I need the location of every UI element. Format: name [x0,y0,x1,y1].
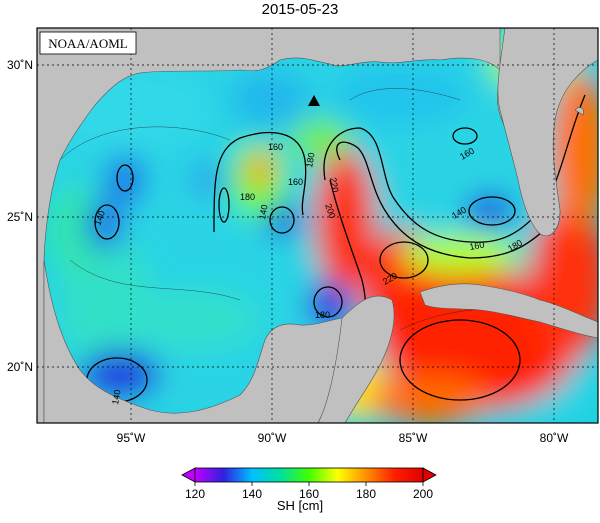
lon-label: 90˚W [258,431,287,445]
colorbar-tick-label: 180 [356,487,376,501]
axis-labels: 95˚W 90˚W 85˚W 80˚W 30˚N 25˚N 20˚N [7,58,569,445]
contour-label: 140 [110,389,122,406]
contour-label: 180 [315,310,330,320]
colorbar: 120 140 160 180 200 [181,467,437,501]
lat-label: 20˚N [7,360,33,374]
colorbar-gradient [194,467,424,483]
colorbar-tick-label: 120 [185,487,205,501]
contour-label: 160 [469,240,486,252]
contour-label: 140 [257,204,269,221]
lat-label: 30˚N [7,58,33,72]
lon-label: 95˚W [117,431,146,445]
lon-label: 85˚W [399,431,428,445]
contour-label: 160 [268,142,283,152]
triangle-marker-icon [308,95,320,106]
plot-frame [36,27,599,424]
florida-body [497,28,598,237]
cuba [419,283,598,339]
credit-box: NOAA/AOML [39,31,137,55]
contour-label: 180 [240,192,255,202]
lat-label: 25˚N [7,210,33,224]
sea-height-field [37,28,598,423]
gridlines [37,28,598,423]
land [37,28,598,423]
contour-label-group: 140 140 140 160 160 160 160 180 180 180 … [92,142,524,405]
contour-label: 180 [304,152,316,169]
map-title: 2015-05-23 [261,1,339,18]
us-gulf-coast [37,28,501,423]
colorbar-left-arrow [181,467,196,483]
colorbar-tick-label: 140 [242,487,262,501]
colorbar-label: SH [cm] [276,498,324,513]
contour-label: 140 [92,209,107,227]
colorbar-tick-label: 200 [413,487,433,501]
contour-label: 200 [323,202,338,220]
colorbar-right-arrow [422,467,437,483]
yucatan [317,295,395,423]
lon-label: 80˚W [540,431,569,445]
contour-label: 220 [328,177,340,194]
bahamas [574,107,584,116]
colorbar-tick-label: 160 [299,487,319,501]
credit-label: NOAA/AOML [48,36,128,51]
contour-label: 160 [288,177,303,187]
